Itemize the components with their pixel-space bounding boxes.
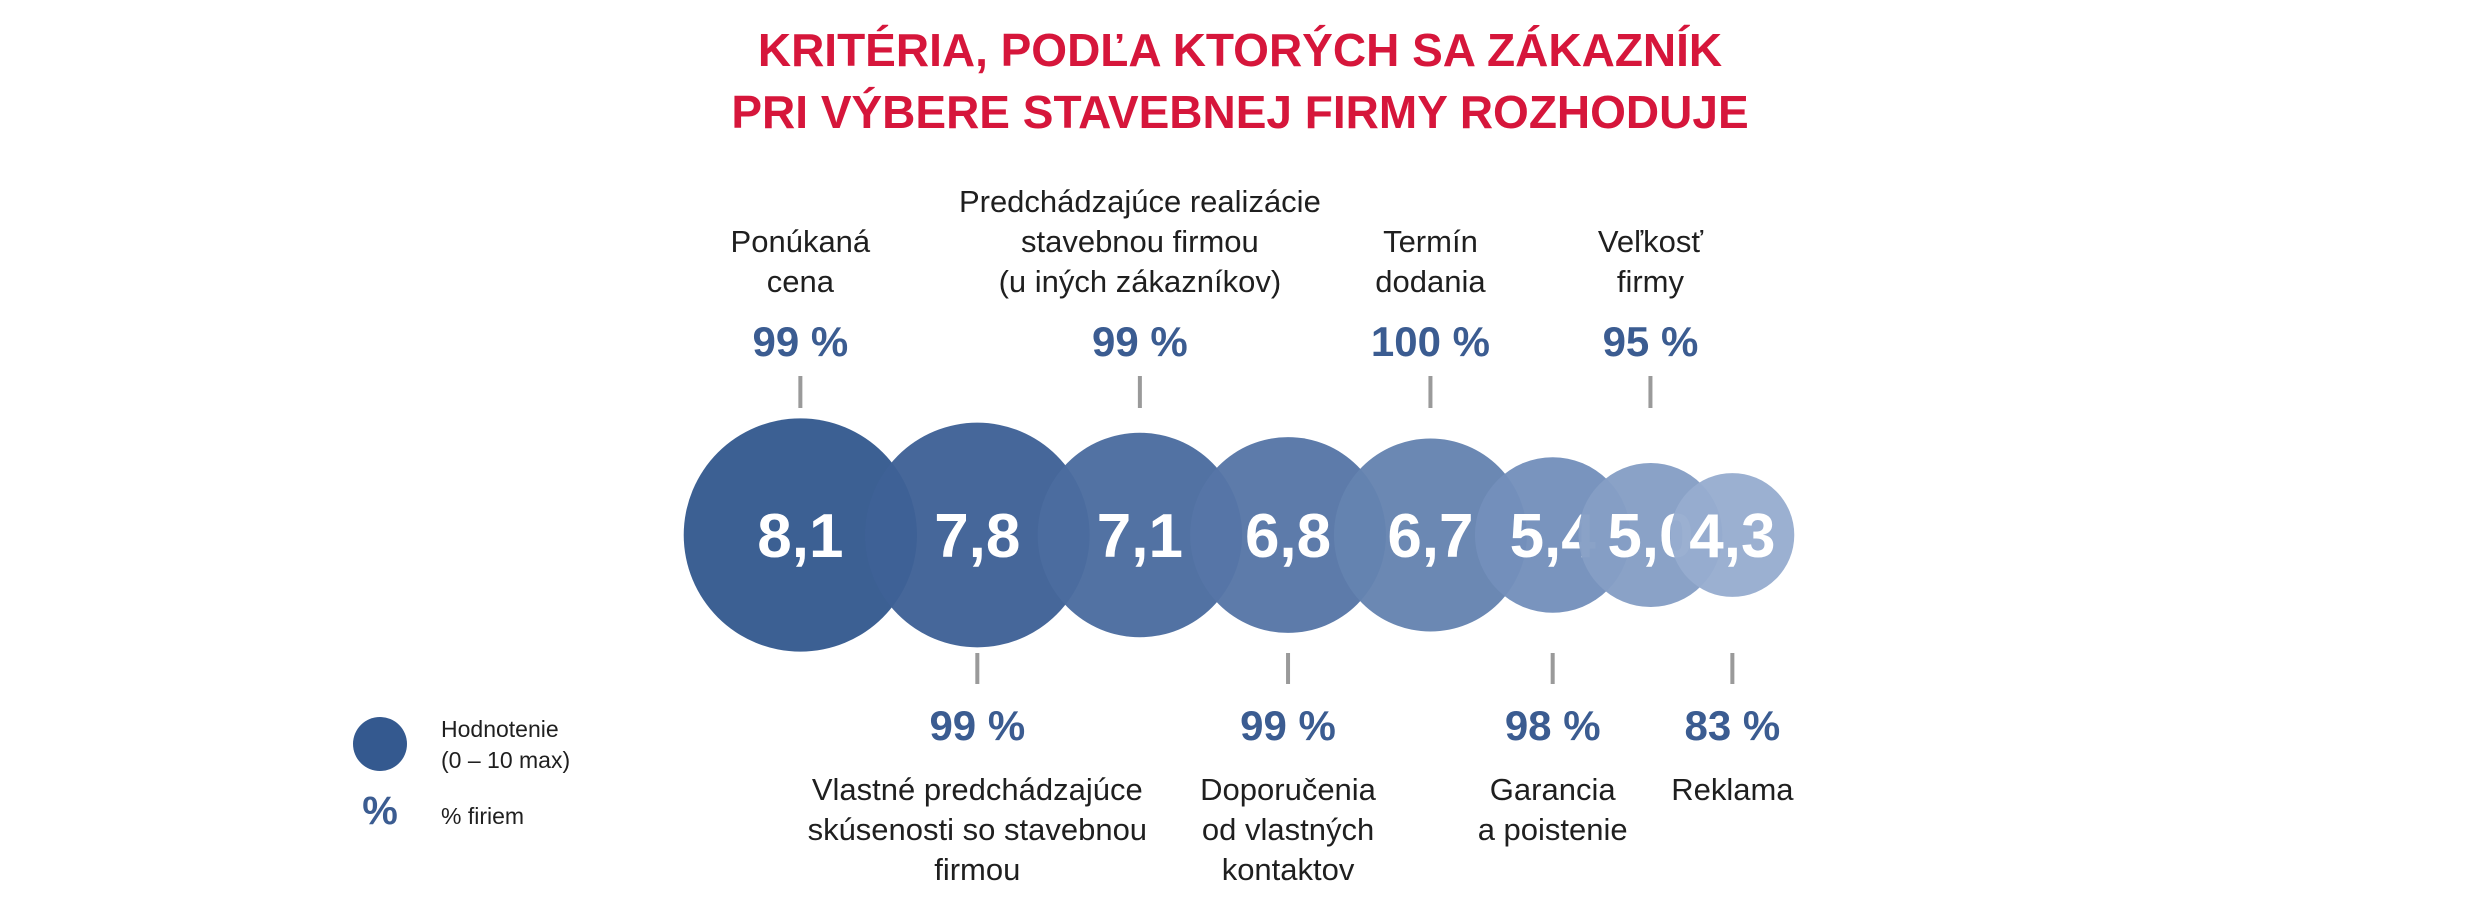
criterion-label-3-line-3: (u iných zákazníkov) <box>999 264 1282 299</box>
criterion-label-6-line-1: Garancia <box>1490 772 1617 807</box>
bubble-3 <box>1037 432 1243 638</box>
chart-title-line-1: KRITÉRIA, PODĽA KTORÝCH SA ZÁKAZNÍK <box>758 24 1722 76</box>
criterion-label-4-line-1: Doporučenia <box>1200 772 1377 807</box>
bubble-5 <box>1333 438 1527 632</box>
criterion-label-4-line-2: od vlastných <box>1202 812 1374 847</box>
bubble-score-2: 7,8 <box>934 502 1020 571</box>
criterion-percent-7: 95 % <box>1603 318 1699 365</box>
legend-percent-symbol: % <box>362 789 398 833</box>
criterion-label-2-line-1: Vlastné predchádzajúce <box>812 772 1143 807</box>
criterion-label-6-line-2: a poistenie <box>1478 812 1628 847</box>
criterion-label-2-line-3: firmou <box>934 852 1020 887</box>
criterion-label-5-line-2: dodania <box>1375 264 1486 299</box>
bubble-4 <box>1190 437 1386 633</box>
criterion-percent-5: 100 % <box>1371 318 1490 365</box>
chart-title: KRITÉRIA, PODĽA KTORÝCH SA ZÁKAZNÍK PRI V… <box>731 24 1748 138</box>
criterion-label-3-line-2: stavebnou firmou <box>1021 224 1259 259</box>
legend-score-label-line1: Hodnotenie <box>441 716 559 742</box>
criterion-percent-2: 99 % <box>929 702 1025 749</box>
bubble-score-4: 6,8 <box>1245 502 1331 571</box>
bubble-score-8: 4,3 <box>1689 502 1775 571</box>
legend-score-label-line2: (0 – 10 max) <box>441 747 570 773</box>
criterion-label-7-line-2: firmy <box>1617 264 1685 299</box>
criterion-label-1-line-2: cena <box>767 264 835 299</box>
bubble-1 <box>683 418 917 652</box>
criterion-label-7-line-1: Veľkosť <box>1598 224 1703 259</box>
criterion-label-8-line-1: Reklama <box>1671 772 1794 807</box>
criterion-percent-6: 98 % <box>1505 702 1601 749</box>
chart-title-line-2: PRI VÝBERE STAVEBNEJ FIRMY ROZHODUJE <box>731 86 1748 138</box>
criterion-label-4-line-3: kontaktov <box>1222 852 1355 887</box>
legend-percent-label: % firiem <box>441 803 524 829</box>
criterion-percent-8: 83 % <box>1684 702 1780 749</box>
criteria-labels: Ponúkaná cena 99 % 99 % Vlastné predchádzajú… <box>731 184 1795 887</box>
criterion-label-5-line-1: Termín <box>1383 224 1478 259</box>
bubble-2 <box>865 422 1090 648</box>
bubble-score-5: 6,7 <box>1387 502 1473 571</box>
criterion-percent-1: 99 % <box>752 318 848 365</box>
criterion-percent-3: 99 % <box>1092 318 1188 365</box>
legend: Hodnotenie (0 – 10 max) % % firiem <box>353 716 570 833</box>
bubble-score-3: 7,1 <box>1097 502 1183 571</box>
criterion-label-2-line-2: skúsenosti so stavebnou <box>808 812 1148 847</box>
criterion-percent-4: 99 % <box>1240 702 1336 749</box>
bubble-8 <box>1670 473 1795 597</box>
criterion-label-1-line-1: Ponúkaná <box>731 224 871 259</box>
bubble-row: 8,1 7,8 7,1 6,8 6,7 5,4 5,04,3 <box>683 418 1795 652</box>
criterion-label-3-line-1: Predchádzajúce realizácie <box>959 184 1321 219</box>
legend-score-icon <box>353 717 407 771</box>
bubble-score-1: 8,1 <box>757 502 843 571</box>
